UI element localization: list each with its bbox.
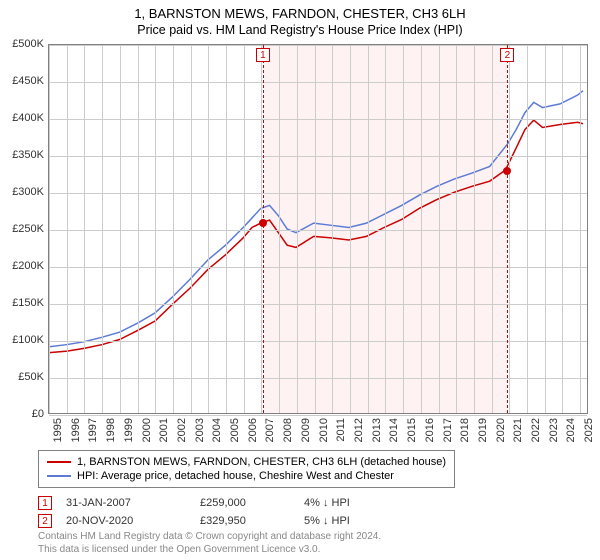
marker-box-icon: 2: [38, 514, 52, 528]
series-line-hpi: [49, 91, 583, 347]
x-tick-label: 2010: [318, 418, 330, 442]
legend-label: HPI: Average price, detached house, Ches…: [77, 470, 394, 482]
table-row: 2 20-NOV-2020 £329,950 5% ↓ HPI: [38, 512, 588, 530]
x-tick-label: 2020: [495, 418, 507, 442]
x-tick-label: 2018: [459, 418, 471, 442]
y-tick-label: £150K: [0, 297, 44, 309]
chart-plot-area: 12: [48, 44, 588, 414]
y-tick-label: £350K: [0, 149, 44, 161]
x-tick-label: 1999: [123, 418, 135, 442]
y-tick-label: £400K: [0, 112, 44, 124]
x-tick-label: 2022: [530, 418, 542, 442]
transaction-pct: 4% ↓ HPI: [304, 497, 404, 509]
x-tick-label: 2025: [583, 418, 595, 442]
x-tick-label: 2012: [353, 418, 365, 442]
marker-dot-icon: [259, 219, 267, 227]
chart-container: 1, BARNSTON MEWS, FARNDON, CHESTER, CH3 …: [0, 0, 600, 560]
x-tick-label: 1998: [105, 418, 117, 442]
x-tick-label: 2007: [264, 418, 276, 442]
x-tick-label: 2008: [282, 418, 294, 442]
x-tick-label: 2013: [371, 418, 383, 442]
x-tick-label: 2004: [211, 418, 223, 442]
y-tick-label: £300K: [0, 186, 44, 198]
legend-box: 1, BARNSTON MEWS, FARNDON, CHESTER, CH3 …: [38, 450, 455, 488]
x-tick-label: 2000: [141, 418, 153, 442]
x-tick-label: 2006: [247, 418, 259, 442]
x-tick-label: 2003: [194, 418, 206, 442]
x-tick-label: 2021: [512, 418, 524, 442]
legend-swatch-icon: [47, 461, 71, 463]
y-tick-label: £500K: [0, 38, 44, 50]
transaction-price: £329,950: [200, 515, 290, 527]
x-tick-label: 2023: [548, 418, 560, 442]
x-tick-label: 2017: [442, 418, 454, 442]
legend-label: 1, BARNSTON MEWS, FARNDON, CHESTER, CH3 …: [77, 456, 446, 468]
legend-item: 1, BARNSTON MEWS, FARNDON, CHESTER, CH3 …: [47, 455, 446, 469]
table-row: 1 31-JAN-2007 £259,000 4% ↓ HPI: [38, 494, 588, 512]
marker-dot-icon: [503, 167, 511, 175]
y-tick-label: £250K: [0, 223, 44, 235]
transaction-date: 31-JAN-2007: [66, 497, 186, 509]
marker-box-icon: 1: [256, 48, 270, 62]
x-tick-label: 2002: [176, 418, 188, 442]
x-tick-label: 2011: [335, 418, 347, 442]
legend-swatch-icon: [47, 475, 71, 477]
title-block: 1, BARNSTON MEWS, FARNDON, CHESTER, CH3 …: [0, 0, 600, 39]
footer-line: This data is licensed under the Open Gov…: [38, 544, 588, 557]
x-tick-label: 1996: [70, 418, 82, 442]
legend-item: HPI: Average price, detached house, Ches…: [47, 469, 446, 483]
x-tick-label: 2015: [406, 418, 418, 442]
title-line2: Price paid vs. HM Land Registry's House …: [0, 23, 600, 37]
marker-box-icon: 2: [500, 48, 514, 62]
y-tick-label: £100K: [0, 334, 44, 346]
x-tick-label: 2024: [565, 418, 577, 442]
x-tick-label: 2016: [424, 418, 436, 442]
x-tick-label: 1997: [87, 418, 99, 442]
footer-attribution: Contains HM Land Registry data © Crown c…: [38, 531, 588, 556]
title-line1: 1, BARNSTON MEWS, FARNDON, CHESTER, CH3 …: [0, 6, 600, 21]
footer-line: Contains HM Land Registry data © Crown c…: [38, 531, 588, 544]
x-tick-label: 2001: [158, 418, 170, 442]
x-tick-label: 2009: [300, 418, 312, 442]
y-tick-label: £200K: [0, 260, 44, 272]
y-tick-label: £50K: [0, 371, 44, 383]
x-tick-label: 1995: [52, 418, 64, 442]
x-tick-label: 2019: [477, 418, 489, 442]
x-tick-label: 2014: [388, 418, 400, 442]
transaction-price: £259,000: [200, 497, 290, 509]
transaction-date: 20-NOV-2020: [66, 515, 186, 527]
transaction-pct: 5% ↓ HPI: [304, 515, 404, 527]
y-tick-label: £0: [0, 408, 44, 420]
x-tick-label: 2005: [229, 418, 241, 442]
y-tick-label: £450K: [0, 75, 44, 87]
marker-box-icon: 1: [38, 496, 52, 510]
chart-svg: [49, 45, 587, 413]
transaction-table: 1 31-JAN-2007 £259,000 4% ↓ HPI 2 20-NOV…: [38, 494, 588, 530]
series-line-price_paid: [49, 120, 583, 353]
